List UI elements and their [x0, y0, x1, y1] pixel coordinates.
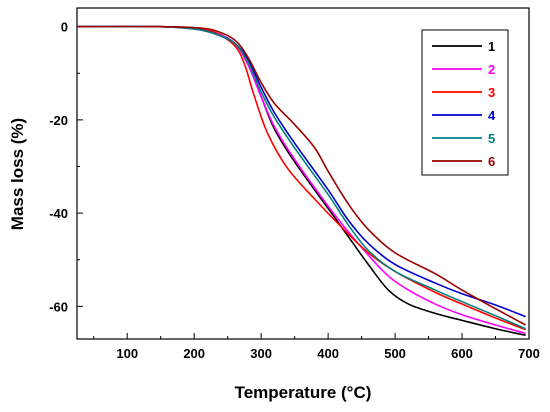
series-layer — [76, 25, 527, 337]
y-tick-label--60: -60 — [49, 299, 68, 314]
series-line-5 — [76, 25, 526, 330]
x-tick-label-700: 700 — [518, 346, 540, 361]
legend-box — [421, 29, 509, 176]
legend-label-2: 2 — [488, 62, 495, 77]
plot-frame — [76, 7, 530, 340]
x-tick-label-400: 400 — [317, 346, 339, 361]
x-tick-label-300: 300 — [250, 346, 272, 361]
y-tick-label--40: -40 — [49, 206, 68, 221]
legend-label-1: 1 — [488, 39, 495, 54]
legend-entries: 1 2 3 4 5 6 — [432, 39, 496, 169]
y-tick-label-0: 0 — [61, 20, 68, 35]
legend-label-6: 6 — [488, 154, 495, 169]
x-axis-title: Temperature (°C) — [235, 383, 372, 402]
x-tick-label-100: 100 — [116, 346, 138, 361]
y-tick-label--20: -20 — [49, 113, 68, 128]
legend: 1 2 3 4 5 6 — [421, 29, 509, 176]
x-tick-label-200: 200 — [183, 346, 205, 361]
y-axis-title: Mass loss (%) — [8, 118, 27, 230]
series-line-6 — [76, 25, 527, 326]
x-tick-label-500: 500 — [384, 346, 406, 361]
ticks-layer: 100 200 300 400 500 600 700 0 -20 -40 -60 — [49, 20, 540, 361]
legend-label-3: 3 — [488, 85, 495, 100]
legend-label-4: 4 — [488, 108, 496, 123]
x-tick-label-600: 600 — [451, 346, 473, 361]
legend-label-5: 5 — [488, 131, 495, 146]
series-line-3 — [76, 25, 526, 331]
